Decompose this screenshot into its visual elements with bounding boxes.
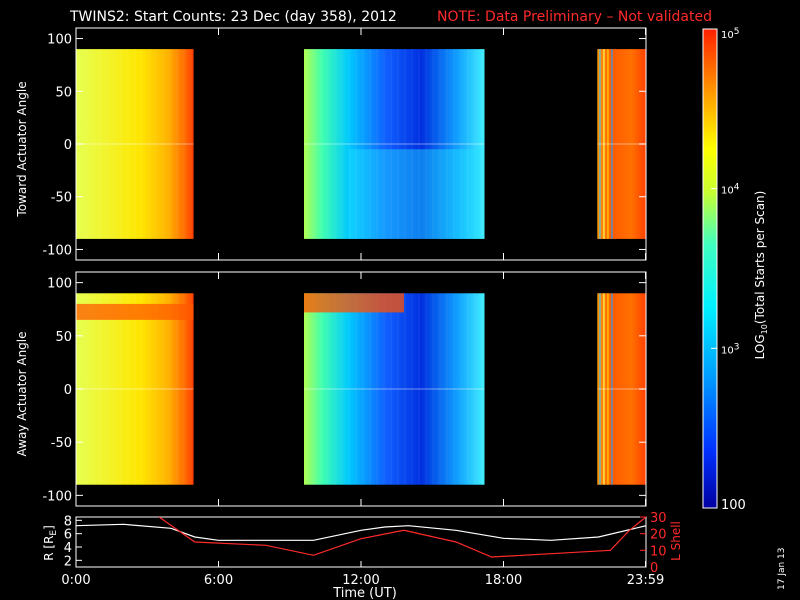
- r-tick-label: 6: [64, 528, 72, 543]
- hot-band-early: [76, 303, 194, 320]
- heatmap-lower-band: [349, 149, 480, 239]
- l-shell-tick-label: 0: [650, 561, 658, 576]
- r-axis-label: R [RE]: [42, 525, 59, 561]
- away-ylabel: Away Actuator Angle: [15, 331, 29, 456]
- y-tick-label: 50: [55, 85, 72, 100]
- colorbar-tick-label: 100: [721, 498, 746, 513]
- colorbar-gradient: [702, 28, 718, 509]
- y-tick-label: 0: [64, 383, 72, 398]
- heatmap-stripe: [611, 49, 613, 239]
- heatmap-stripe: [599, 293, 601, 485]
- heatmap-block-late: [597, 49, 646, 239]
- y-tick-label: -50: [51, 436, 72, 451]
- x-tick-label: 23:59: [627, 573, 664, 588]
- y-tick-label: 50: [55, 330, 72, 345]
- orbit-frame: [75, 516, 647, 568]
- heatmap-stripe: [607, 293, 609, 485]
- heatmap-stripe: [611, 293, 613, 485]
- y-tick-label: -50: [51, 191, 72, 206]
- r-tick-label: 8: [64, 514, 72, 529]
- x-tick-label: 18:00: [485, 573, 522, 588]
- y-tick-label: 0: [64, 138, 72, 153]
- r-tick-label: 4: [64, 541, 72, 556]
- colorbar-tick-label: 105: [721, 27, 739, 41]
- heatmap-block-early: [76, 293, 194, 485]
- colorbar-label: LOG10(Total Starts per Scan): [753, 191, 769, 360]
- l-shell-tick-label: 10: [650, 544, 667, 559]
- x-tick-label: 12:00: [342, 573, 379, 588]
- heatmap-stripe: [603, 49, 605, 239]
- heatmap-block-late: [597, 293, 646, 485]
- preliminary-note: NOTE: Data Preliminary – Not validated: [437, 9, 712, 25]
- colorbar: 105 104 103 100 LOG10(Total Starts per Scan…: [702, 27, 769, 513]
- y-tick-label: -100: [42, 489, 72, 504]
- y-tick-label: 100: [47, 277, 72, 292]
- away-heatmap-panel: -100 -50 0 50 100: [42, 271, 647, 507]
- heatmap-block-midday: [304, 49, 485, 239]
- heatmap-stripe: [607, 49, 609, 239]
- heatmap-block-early: [76, 49, 194, 239]
- l-shell-axis-label: L Shell: [669, 521, 683, 561]
- l-shell-trace-line: [158, 517, 646, 558]
- heatmap-block-midday: [304, 293, 485, 485]
- chart-title: TWINS2: Start Counts: 23 Dec (day 358), …: [69, 9, 397, 25]
- x-axis-label: Time (UT): [332, 586, 397, 600]
- r-tick-label: 2: [64, 554, 72, 569]
- l-shell-tick-label: 30: [650, 511, 667, 526]
- colorbar-tick-label: 104: [721, 183, 740, 197]
- x-tick-label: 6:00: [204, 573, 233, 588]
- r-trace-line: [76, 523, 646, 541]
- heatmap-stripe: [599, 49, 601, 239]
- hot-band-midday: [304, 293, 404, 313]
- l-shell-tick-label: 20: [650, 528, 667, 543]
- toward-ylabel: Toward Actuator Angle: [15, 81, 29, 217]
- colorbar-tick-label: 103: [721, 342, 739, 356]
- heatmap-stripe: [603, 293, 605, 485]
- y-tick-label: 100: [47, 33, 72, 48]
- y-tick-label: -100: [42, 243, 72, 258]
- date-stamp: 17 Jan 13: [777, 548, 787, 591]
- x-tick-label: 0:00: [61, 573, 90, 588]
- toward-heatmap-panel: -100 -50 0 50 100: [42, 27, 647, 261]
